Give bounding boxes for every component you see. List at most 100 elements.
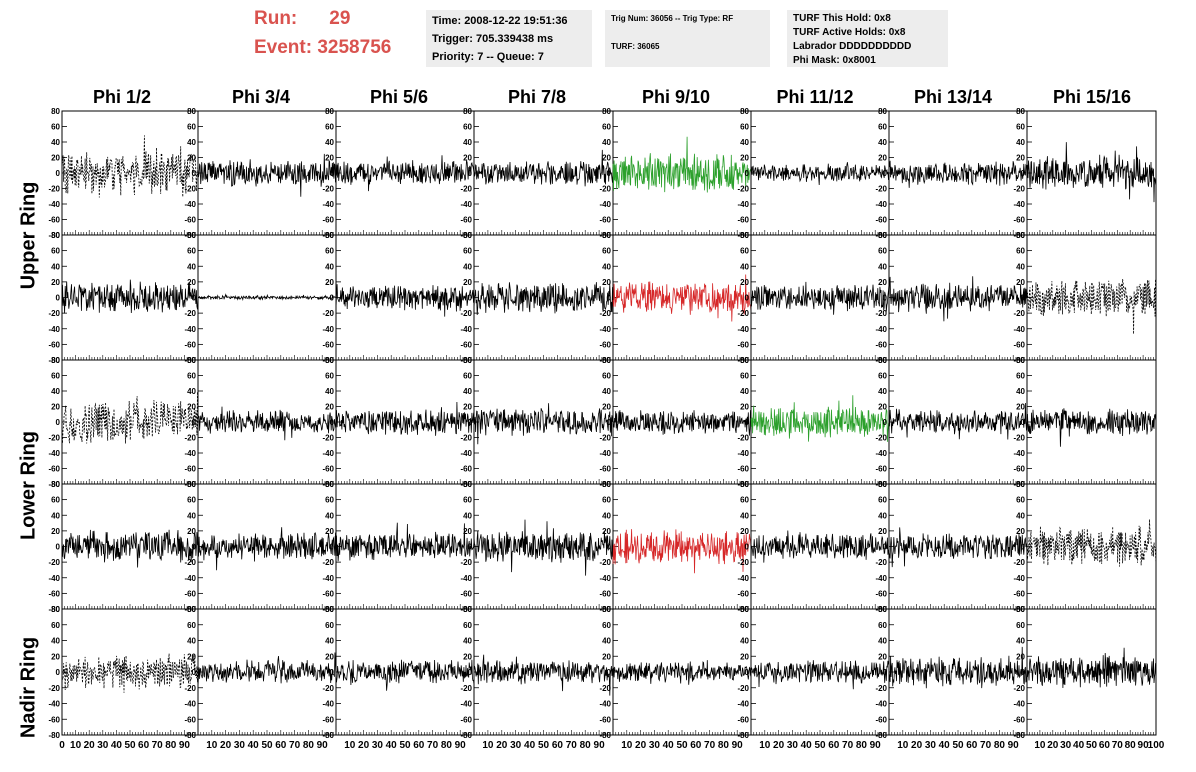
x-tick-label: 60 <box>966 740 978 751</box>
y-tick-label: 40 <box>740 511 749 520</box>
y-tick-label: -20 <box>875 434 887 443</box>
x-tick-label: 20 <box>773 740 785 751</box>
y-tick-label: 20 <box>463 527 472 536</box>
y-tick-label: 20 <box>325 652 334 661</box>
x-tick-label: 70 <box>842 740 854 751</box>
y-tick-label: -60 <box>48 465 60 474</box>
phi-column-4-label: Phi 7/8 <box>507 87 567 107</box>
x-tick-label: 70 <box>289 740 301 751</box>
y-tick-label: 0 <box>192 668 197 677</box>
y-tick-label: 0 <box>468 543 473 552</box>
y-tick-label: -40 <box>460 574 472 583</box>
y-tick-label: 20 <box>878 278 887 287</box>
y-tick-label: 0 <box>330 294 335 303</box>
y-tick-label: 20 <box>1016 278 1025 287</box>
y-tick-label: -40 <box>599 449 611 458</box>
x-tick-label: 20 <box>358 740 370 751</box>
y-tick-label: 40 <box>602 637 611 646</box>
y-tick-label: 20 <box>325 527 334 536</box>
y-tick-label: 40 <box>187 262 196 271</box>
x-tick-label: 30 <box>787 740 799 751</box>
y-tick-label: -40 <box>599 200 611 209</box>
waveform-trace <box>335 522 475 562</box>
y-tick-label: -60 <box>48 715 60 724</box>
time-text: Time: 2008-12-22 19:51:36 <box>432 15 568 27</box>
y-tick-label: 80 <box>51 231 60 240</box>
y-tick-label: -60 <box>737 589 749 598</box>
y-tick-label: 40 <box>740 138 749 147</box>
y-tick-label: -40 <box>599 700 611 709</box>
y-tick-label: 80 <box>740 605 749 614</box>
x-tick-label: 50 <box>676 740 688 751</box>
y-tick-label: -40 <box>48 200 60 209</box>
x-tick-label: 30 <box>649 740 661 751</box>
y-tick-label: -80 <box>737 731 749 740</box>
y-tick-label: 60 <box>602 496 611 505</box>
y-tick-label: 20 <box>740 527 749 536</box>
y-tick-label: -60 <box>322 715 334 724</box>
y-tick-label: 60 <box>878 372 887 381</box>
y-tick-label: -40 <box>48 325 60 334</box>
y-tick-label: 40 <box>602 387 611 396</box>
y-tick-label: 60 <box>740 123 749 132</box>
y-tick-label: 80 <box>602 480 611 489</box>
waveform-trace <box>61 279 199 314</box>
x-tick-label: 50 <box>1086 740 1098 751</box>
x-end-label: 100 <box>1148 740 1165 751</box>
y-tick-label: 40 <box>51 387 60 396</box>
y-tick-label: 40 <box>51 262 60 271</box>
y-tick-label: 0 <box>330 169 335 178</box>
y-tick-label: -20 <box>184 684 196 693</box>
x-tick-label: 90 <box>594 740 606 751</box>
y-tick-label: 0 <box>745 418 750 427</box>
y-tick-label: 0 <box>192 418 197 427</box>
waveform-trace <box>473 149 614 187</box>
panel-frame <box>197 608 337 736</box>
phi-column-1-label: Phi 1/2 <box>92 87 152 107</box>
x-tick-label: 10 <box>70 740 82 751</box>
y-tick-label: 60 <box>1016 372 1025 381</box>
y-tick-label: -80 <box>48 731 60 740</box>
y-tick-label: 60 <box>878 123 887 132</box>
y-tick-label: 20 <box>878 652 887 661</box>
y-tick-label: -20 <box>737 558 749 567</box>
x-tick-label: 40 <box>1073 740 1085 751</box>
y-tick-label: 60 <box>51 247 60 256</box>
phi-column-3-label: Phi 5/6 <box>369 87 429 107</box>
y-tick-label: -20 <box>599 434 611 443</box>
y-tick-label: 20 <box>878 154 887 163</box>
panel-r3-c1: -80 -60 -40 -20 0 20 40 60 80 <box>48 356 199 489</box>
waveform-trace <box>335 401 475 436</box>
y-tick-label: 40 <box>187 637 196 646</box>
waveform-trace <box>473 654 614 696</box>
y-tick-label: -20 <box>599 684 611 693</box>
waveform-trace <box>750 530 890 563</box>
y-tick-label: -60 <box>875 715 887 724</box>
y-tick-label: 20 <box>187 403 196 412</box>
y-tick-label: 0 <box>1021 169 1026 178</box>
y-tick-label: 60 <box>325 247 334 256</box>
y-tick-label: 0 <box>192 543 197 552</box>
y-tick-label: -60 <box>460 340 472 349</box>
x-tick-label: 30 <box>372 740 384 751</box>
x-tick-label: 40 <box>939 740 951 751</box>
x-tick-label: 20 <box>220 740 232 751</box>
y-tick-label: -80 <box>875 731 887 740</box>
y-tick-label: 40 <box>51 138 60 147</box>
y-tick-label: -20 <box>48 684 60 693</box>
run-value: 29 <box>329 8 351 29</box>
panel-r2-c1: -80 -60 -40 -20 0 20 40 60 80 <box>48 231 199 365</box>
y-tick-label: -60 <box>184 465 196 474</box>
y-tick-label: 40 <box>463 138 472 147</box>
x-tick-label: 50 <box>261 740 273 751</box>
x-tick-label: 20 <box>911 740 923 751</box>
y-tick-label: 60 <box>740 621 749 630</box>
x-tick-label: 60 <box>275 740 287 751</box>
